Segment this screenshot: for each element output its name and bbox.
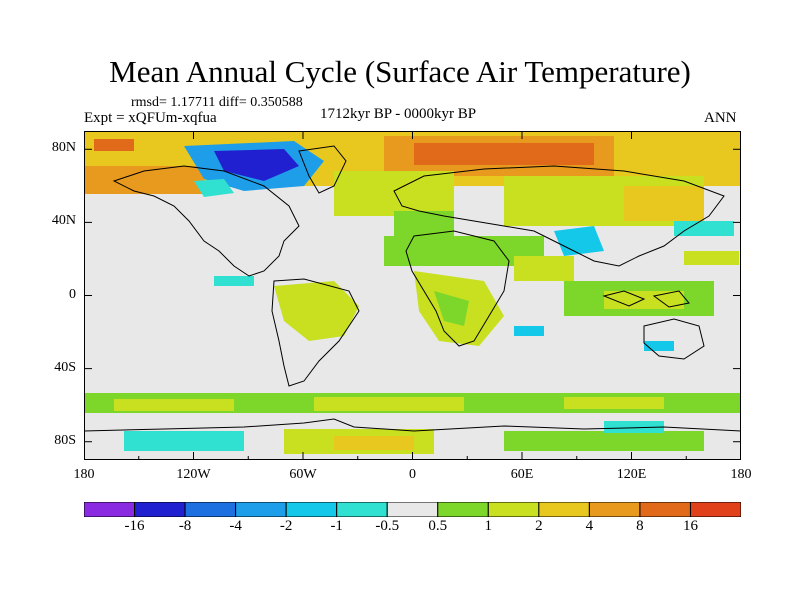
colorbar-label: -2: [279, 518, 293, 534]
colorbar-box: [538, 502, 590, 517]
colorbar-box: [639, 502, 691, 517]
stats-label: rmsd= 1.17711 diff= 0.350588: [131, 95, 303, 110]
atlantic-mild: [334, 171, 454, 216]
colorbar-box: [588, 502, 641, 517]
colorbar-label: 8: [636, 518, 644, 534]
antarctica-warm: [334, 436, 414, 450]
antarctic-margin: [84, 413, 741, 433]
australia-cool: [644, 341, 674, 351]
colorbar-label: -1: [330, 518, 343, 534]
himalaya-cool: [554, 226, 604, 256]
colorbar-label: -4: [229, 518, 242, 534]
so-pacific-mild: [114, 399, 234, 411]
colorbar-box: [386, 502, 439, 517]
eurasia-coast: [393, 165, 725, 267]
colorbar-label: -16: [124, 518, 145, 534]
colorbar-label: -0.5: [375, 518, 400, 534]
period-label: 1712kyr BP - 0000kyr BP: [320, 106, 477, 122]
lon-tick-label: 120W: [176, 467, 211, 482]
new-guinea-coast: [652, 290, 690, 308]
pacific-cool-strip: [674, 221, 734, 236]
map-ticks: [84, 131, 741, 460]
colorbar-box: [336, 502, 388, 517]
central-africa-slight: [434, 291, 469, 326]
so-indian-mild: [564, 397, 664, 409]
colorbar-box: [285, 502, 338, 517]
greenland-coast: [298, 145, 347, 194]
lon-tick-label: 180: [730, 467, 752, 482]
lat-tick-label: 80S: [54, 432, 76, 448]
colorbar-label: 2: [535, 518, 543, 534]
canada-strong-cool: [214, 149, 299, 181]
australia-coast: [643, 318, 705, 360]
map-title: Mean Annual Cycle (Surface Air Temperatu…: [109, 54, 691, 89]
east-antarctica-slight: [504, 431, 704, 451]
colorbar: [84, 502, 741, 517]
indonesia-coast: [602, 290, 646, 307]
colorbar-box: [84, 502, 136, 517]
lat-tick-label: 40N: [51, 213, 76, 229]
antarctica-cool-west: [124, 431, 244, 451]
experiment-label: Expt = xQFUm-xqfua: [84, 110, 217, 126]
season-label: ANN: [704, 110, 737, 126]
alaska-warm: [84, 166, 204, 194]
lat-tick-label: 0: [69, 286, 76, 302]
lon-tick-label: 60E: [510, 467, 534, 482]
west-pacific-mild: [684, 251, 739, 265]
colorbar-label: 0.5: [428, 518, 448, 534]
colorbar-boxes: [84, 502, 741, 517]
arabia-mild: [514, 256, 574, 281]
hudson-cool: [194, 179, 234, 197]
colorbar-box: [689, 502, 741, 517]
lat-tick-label: 40S: [54, 359, 76, 375]
lon-tick-label: 60W: [289, 467, 317, 482]
colorbar-label: 16: [682, 518, 698, 534]
lon-tick-label: 180: [73, 467, 95, 482]
temperature-anomaly-map: [84, 131, 741, 460]
south-america-coast: [271, 278, 360, 387]
amazon-mild: [274, 281, 359, 341]
colorbar-box: [184, 502, 237, 517]
lon-tick-label: 120E: [616, 467, 647, 482]
colorbar-box: [134, 502, 186, 517]
colorbar-box: [235, 502, 287, 517]
anomaly-fields: [84, 131, 741, 454]
north-america-coast: [112, 165, 300, 277]
bering-strong-warm: [94, 139, 134, 151]
lon-tick-label: 0: [409, 467, 416, 482]
colorbar-label: -8: [178, 518, 192, 534]
east-pacific-cool: [214, 276, 254, 286]
colorbar-box: [437, 502, 489, 517]
coastlines: [84, 145, 741, 432]
ross-cool: [604, 421, 664, 433]
colorbar-box: [487, 502, 540, 517]
africa-coast: [405, 230, 510, 347]
indian-ocean-cool: [514, 326, 544, 336]
antarctica-coast: [84, 418, 741, 432]
east-asia-warm: [624, 186, 704, 221]
colorbar-label: 1: [484, 518, 493, 534]
siberia-strong-warm: [414, 143, 594, 165]
so-atlantic-mild: [314, 397, 464, 411]
lat-tick-label: 80N: [51, 140, 76, 156]
colorbar-label: 4: [585, 518, 594, 534]
